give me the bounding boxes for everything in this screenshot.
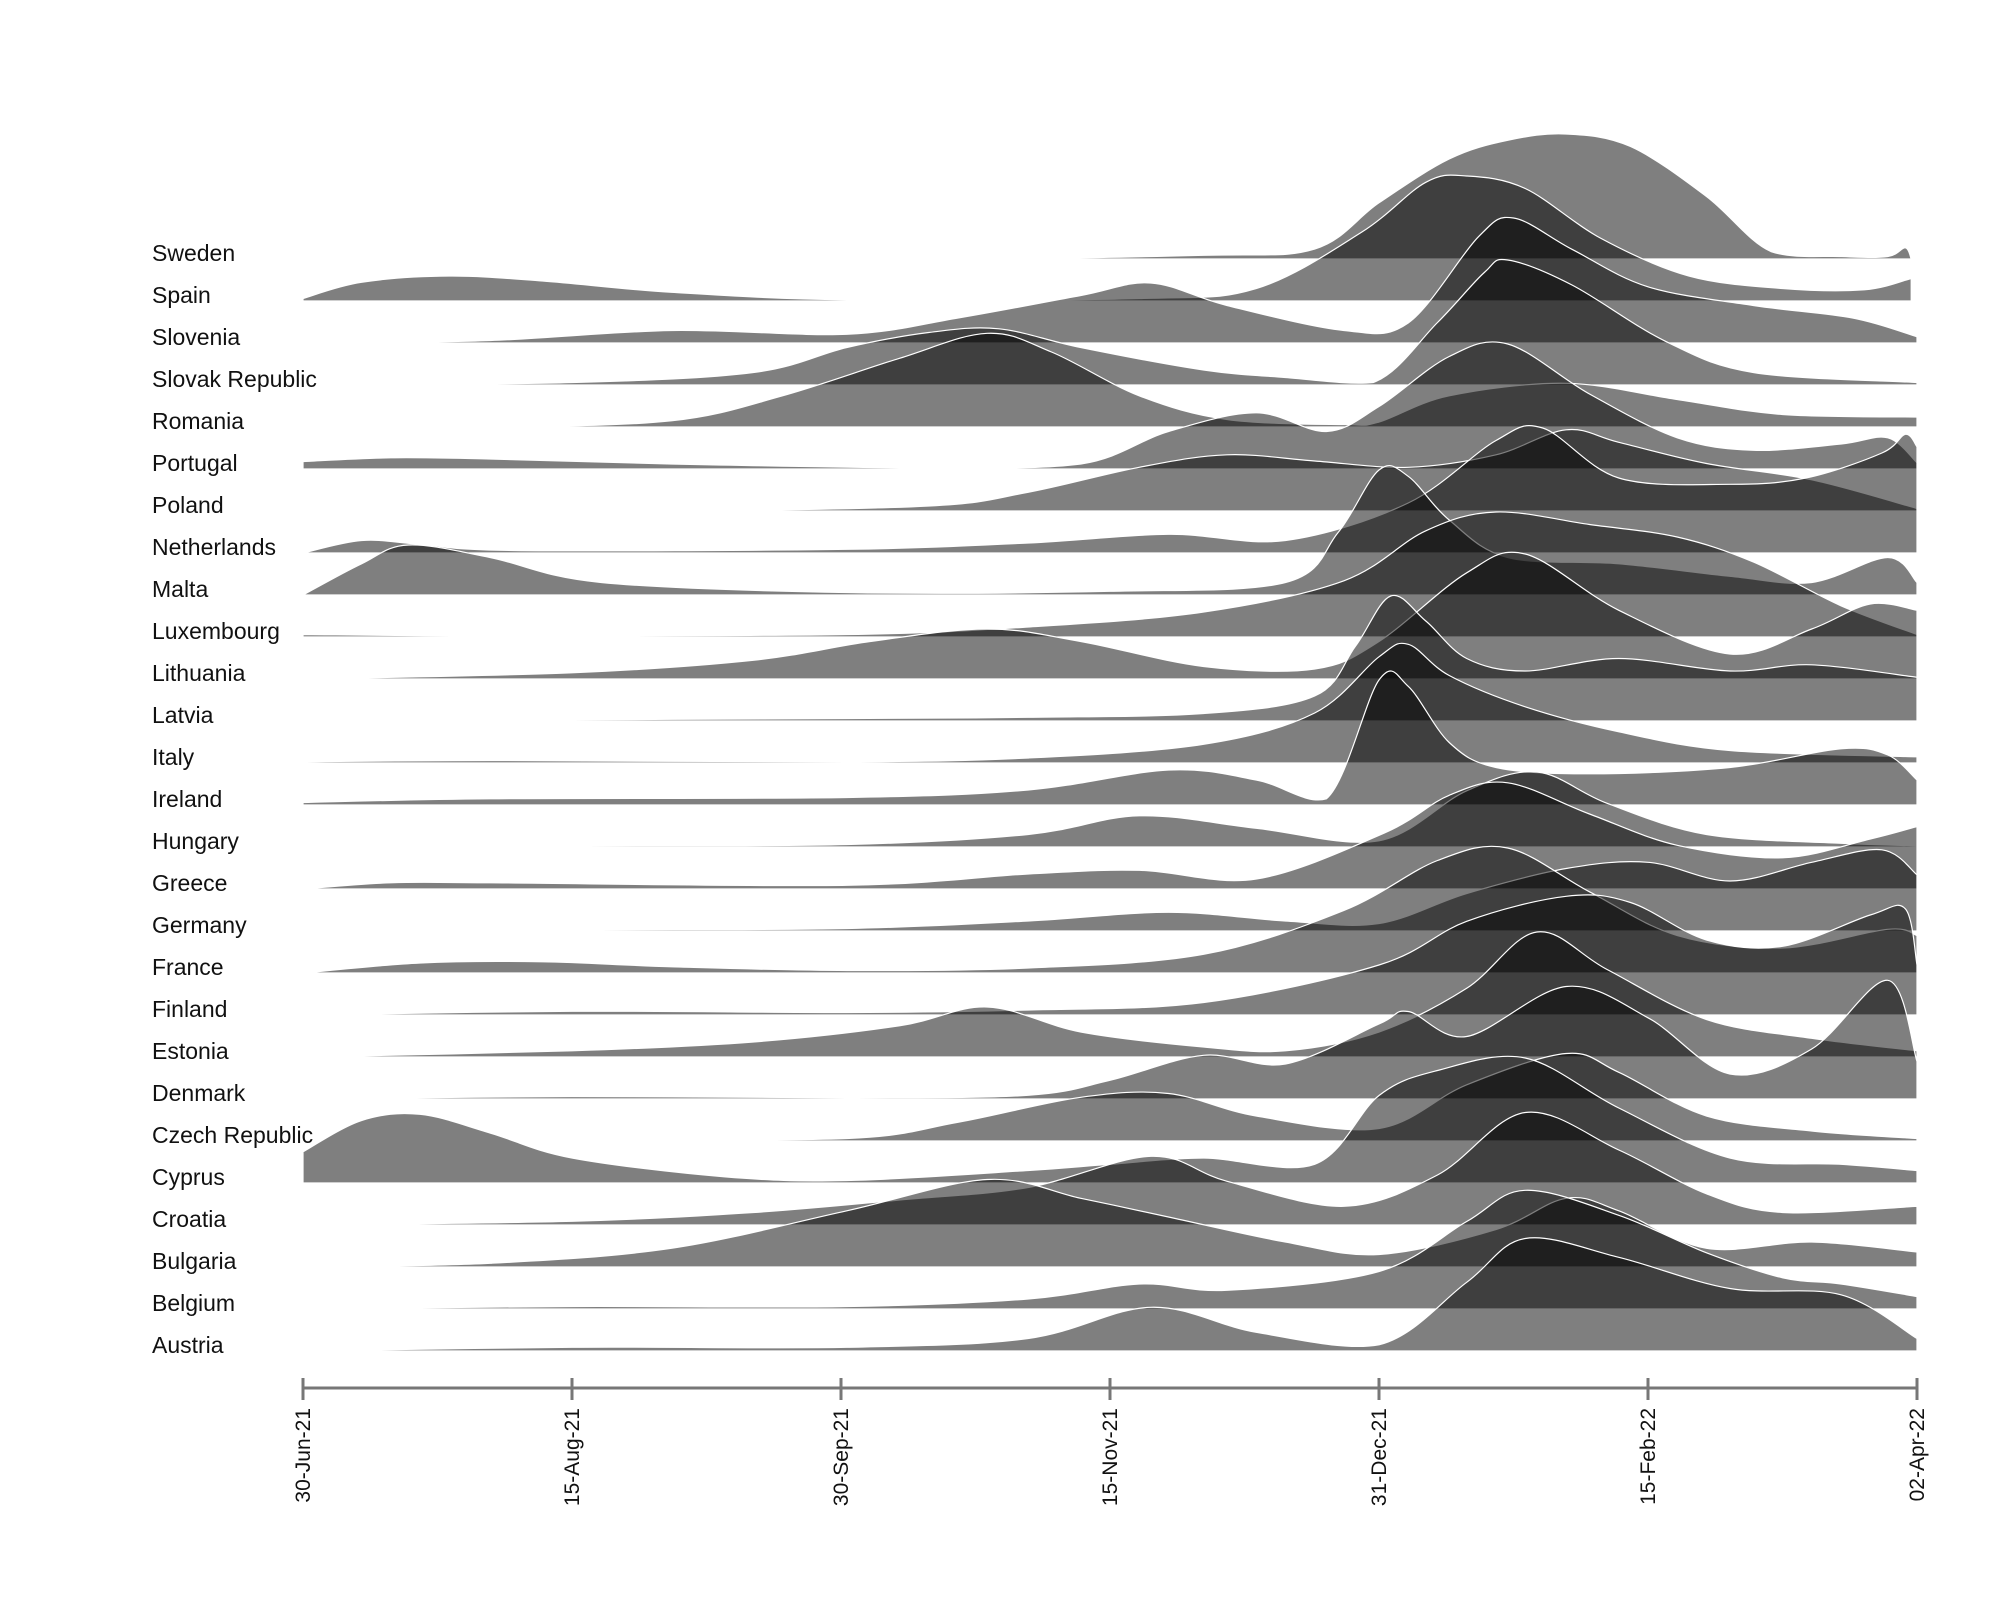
- ridge-ireland: [302, 670, 1918, 806]
- label-lithuania: Lithuania: [152, 660, 246, 686]
- label-bulgaria: Bulgaria: [152, 1248, 237, 1274]
- ridge-sweden: [302, 133, 1912, 260]
- x-axis: 30-Jun-21 15-Aug-21 30-Sep-21 15-Nov-21 31-D…: [292, 1378, 1929, 1506]
- label-slovak-republic: Slovak Republic: [152, 366, 317, 392]
- label-denmark: Denmark: [152, 1080, 246, 1106]
- label-hungary: Hungary: [152, 828, 239, 854]
- label-estonia: Estonia: [152, 1038, 229, 1064]
- label-slovenia: Slovenia: [152, 324, 240, 350]
- tick-label-15-aug-21: 15-Aug-21: [561, 1408, 584, 1506]
- label-croatia: Croatia: [152, 1206, 226, 1232]
- label-latvia: Latvia: [152, 702, 214, 728]
- label-luxembourg: Luxembourg: [152, 618, 280, 644]
- label-sweden: Sweden: [152, 240, 235, 266]
- ridge-austria: [302, 1237, 1918, 1352]
- tick-label-15-feb-22: 15-Feb-22: [1637, 1408, 1660, 1505]
- label-romania: Romania: [152, 408, 244, 434]
- ridge-latvia: [302, 594, 1918, 722]
- label-italy: Italy: [152, 744, 195, 770]
- label-germany: Germany: [152, 912, 247, 938]
- label-portugal: Portugal: [152, 450, 238, 476]
- label-austria: Austria: [152, 1332, 224, 1358]
- label-spain: Spain: [152, 282, 211, 308]
- tick-label-15-nov-21: 15-Nov-21: [1099, 1408, 1122, 1506]
- label-czech-republic: Czech Republic: [152, 1122, 313, 1148]
- label-france: France: [152, 954, 224, 980]
- country-labels: Sweden Spain Slovenia Slovak Republic Romani…: [152, 240, 317, 1358]
- tick-label-30-sep-21: 30-Sep-21: [830, 1408, 853, 1506]
- ridge-lithuania: [302, 551, 1918, 680]
- tick-label-30-jun-21: 30-Jun-21: [292, 1408, 315, 1503]
- label-cyprus: Cyprus: [152, 1164, 225, 1190]
- label-netherlands: Netherlands: [152, 534, 276, 560]
- tick-label-31-dec-21: 31-Dec-21: [1368, 1408, 1391, 1506]
- label-ireland: Ireland: [152, 786, 222, 812]
- label-greece: Greece: [152, 870, 227, 896]
- label-finland: Finland: [152, 996, 227, 1022]
- ridge-italy: [302, 642, 1918, 764]
- ridges-layer: [302, 133, 1918, 1352]
- label-poland: Poland: [152, 492, 224, 518]
- label-malta: Malta: [152, 576, 208, 602]
- label-belgium: Belgium: [152, 1290, 235, 1316]
- tick-label-02-apr-22: 02-Apr-22: [1906, 1408, 1929, 1501]
